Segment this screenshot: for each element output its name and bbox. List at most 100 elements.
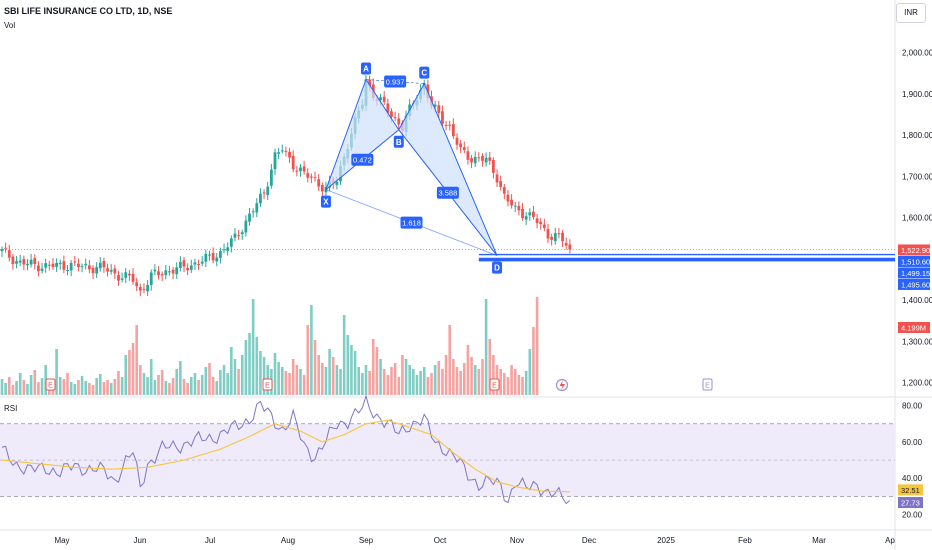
volume-bar: [386, 375, 390, 395]
candle-body: [299, 167, 302, 172]
pattern-point-label: C: [421, 69, 427, 78]
volume-bar: [219, 370, 222, 395]
volume-bar: [15, 381, 18, 395]
candle-body: [160, 274, 164, 276]
candle-body: [164, 270, 168, 276]
volume-bar: [412, 369, 415, 395]
pattern-point-marker: [419, 66, 430, 79]
volume-bar: [58, 377, 62, 395]
candle-body: [262, 192, 266, 194]
candle-body: [80, 266, 84, 268]
candle-body: [557, 233, 561, 235]
volume-bar: [22, 380, 26, 395]
candle-body: [302, 166, 306, 172]
volume-bar: [237, 369, 240, 395]
candle-body: [168, 271, 171, 273]
volume-bar: [295, 365, 299, 395]
currency-button[interactable]: INR: [896, 3, 926, 23]
candle-body: [128, 273, 131, 276]
volume-bar: [462, 363, 466, 395]
candle-body: [222, 249, 226, 251]
time-tick-label: Jun: [134, 536, 147, 545]
candle-body: [219, 251, 222, 258]
candle-body: [157, 271, 160, 276]
time-tick-label: May: [54, 536, 69, 545]
volume-bar: [95, 378, 98, 395]
candle-body: [251, 211, 255, 213]
volume-bar: [397, 377, 401, 395]
candle-body: [197, 264, 200, 266]
volume-bar: [259, 351, 262, 395]
rsi-value-tag: [898, 484, 923, 496]
volume-bar: [433, 365, 437, 395]
volume-bar: [361, 373, 364, 395]
candle-body: [462, 147, 466, 151]
volume-bar: [146, 377, 149, 395]
candle-body: [473, 156, 477, 164]
candle-body: [393, 117, 397, 119]
volume-bar: [106, 380, 109, 395]
volume-bar: [532, 327, 535, 395]
candle-body: [124, 272, 128, 278]
pattern-xab-triangle: [324, 78, 400, 192]
time-tick-label: Feb: [738, 536, 752, 545]
price-tag-label: 1,510.60: [901, 257, 930, 266]
volume-bar: [77, 380, 80, 395]
candle-body: [211, 253, 215, 261]
volume-bar: [288, 373, 291, 395]
volume-bar: [528, 349, 532, 395]
volume-bar: [321, 363, 324, 395]
volume-bar: [29, 375, 33, 395]
candle-body: [7, 250, 11, 258]
candle-body: [4, 247, 8, 249]
volume-bar: [404, 359, 408, 395]
volume-bar: [284, 371, 288, 395]
price-tag: [898, 322, 930, 333]
volume-bar: [339, 369, 342, 395]
volume-bar: [466, 345, 470, 395]
candle-body: [171, 269, 175, 274]
pattern-ratio-badge: [400, 216, 423, 229]
candle-body: [561, 232, 564, 242]
candle-body: [433, 104, 437, 107]
time-tick-label: Sep: [359, 536, 374, 545]
price-tag: [898, 278, 930, 290]
price-tick-label: 1,600.00: [902, 214, 932, 223]
volume-bar: [208, 363, 211, 395]
candle-body: [237, 235, 240, 237]
candle-body: [117, 275, 120, 281]
volume-bar: [193, 373, 197, 395]
volume-bar: [401, 355, 404, 395]
candle-body: [102, 260, 106, 268]
volume-bar: [226, 373, 229, 395]
volume-bar: [26, 384, 29, 395]
candle-body: [499, 181, 503, 187]
volume-bar: [244, 340, 248, 395]
candle-body: [106, 268, 109, 272]
volume-bar: [390, 367, 393, 395]
candle-body: [15, 261, 18, 264]
price-tag: [898, 255, 930, 267]
candle-body: [441, 111, 444, 124]
volume-bar: [422, 367, 426, 395]
candle-body: [451, 124, 455, 137]
candle-body: [495, 174, 499, 183]
volume-bar: [313, 340, 317, 395]
price-tick-label: 1,300.00: [902, 337, 932, 346]
volume-bar: [124, 355, 128, 395]
candle-body: [244, 220, 248, 233]
volume-bar: [62, 379, 66, 395]
volume-bar: [328, 349, 331, 395]
volume-bar: [524, 371, 528, 395]
price-tick-label: 1,700.00: [902, 172, 932, 181]
volume-bar: [488, 339, 492, 395]
volume-bar: [139, 365, 142, 395]
candle-body: [379, 97, 382, 101]
candle-body: [539, 221, 543, 225]
volume-bar: [182, 379, 186, 395]
rsi-label: RSI: [4, 404, 18, 413]
candle-body: [266, 186, 270, 196]
candle-body: [269, 169, 273, 186]
volume-bar: [506, 377, 510, 395]
